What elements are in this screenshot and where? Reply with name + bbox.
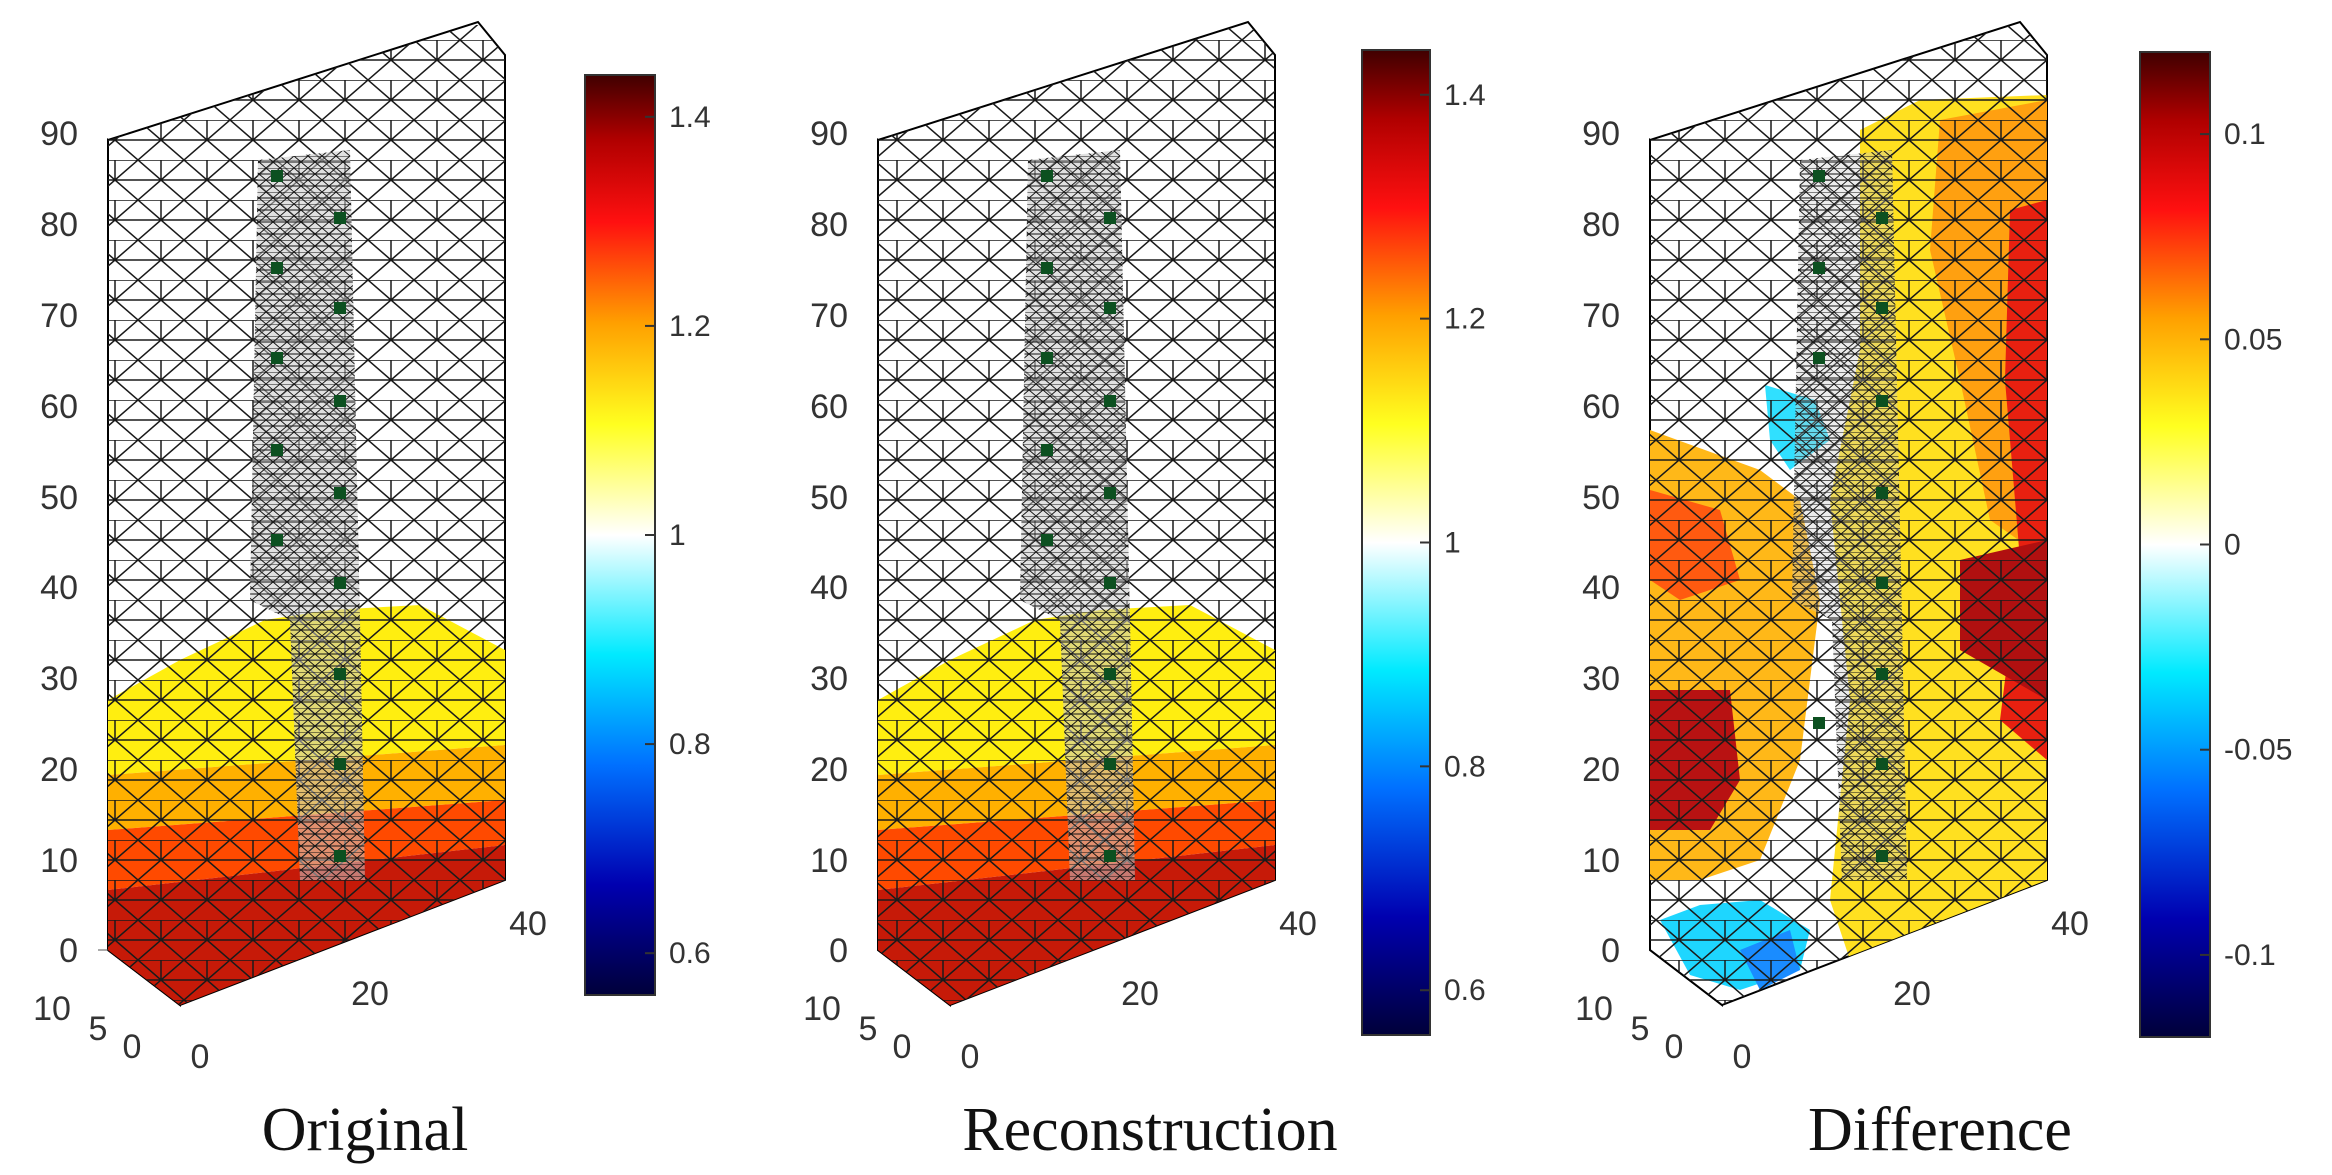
y-tick: 10 [40,842,78,880]
y-tick: 60 [40,388,78,426]
colorbar [1361,49,1431,1036]
y-tick: 80 [810,206,848,244]
x-tick: 40 [509,905,547,943]
electrodes [1041,170,1116,862]
y-tick: 90 [1582,115,1620,153]
x-tick: 40 [2051,905,2089,943]
colorbar-tick-label: 0.05 [2224,323,2282,356]
colorbar-tick-label: -0.05 [2224,734,2292,767]
colorbar-tick-label: 1.2 [1444,303,1486,336]
y-tick: 30 [1582,660,1620,698]
electrodes [271,170,346,862]
y-tick: 0 [59,932,78,970]
y-tick: 80 [40,206,78,244]
x-axis: 0 20 40 [961,905,1317,1076]
y-tick: 30 [810,660,848,698]
x-axis: 0 20 40 [191,905,547,1076]
x-tick: 0 [191,1038,210,1076]
z-tick: 0 [123,1028,142,1066]
colorbar-tick-label: -0.1 [2224,939,2276,972]
x-tick: 0 [1733,1038,1752,1076]
y-tick: 70 [40,297,78,335]
z-tick: 10 [803,990,841,1028]
colorbar [584,74,656,996]
panel-reconstruction: 0 10 20 30 40 50 60 70 80 90 0 20 40 10 … [803,20,1486,1164]
colorbar-tick-label: 0.1 [2224,118,2266,151]
y-tick: 90 [40,115,78,153]
y-tick: 10 [1582,842,1620,880]
y-tick: 90 [810,115,848,153]
colorbar-tick-label: 1 [1444,527,1461,560]
y-tick: 50 [40,479,78,517]
colorbar-tick-label: 1 [669,519,686,552]
y-tick: 0 [1601,932,1620,970]
x-tick: 40 [1279,905,1317,943]
y-tick: 20 [40,751,78,789]
y-tick: 50 [1582,479,1620,517]
z-tick: 0 [1665,1028,1684,1066]
y-tick: 40 [40,569,78,607]
z-tick: 10 [1575,990,1613,1028]
z-tick: 5 [89,1010,108,1048]
x-tick: 20 [351,975,389,1013]
z-axis: 10 5 0 [33,990,141,1066]
colorbar-tick-label: 0 [2224,529,2241,562]
panel-title: Difference [1808,1096,2072,1164]
y-tick: 40 [810,569,848,607]
z-axis: 10 5 0 [1575,990,1683,1066]
y-tick: 30 [40,660,78,698]
y-tick: 20 [1582,751,1620,789]
y-axis: 0 10 20 30 40 50 60 70 80 90 [810,115,848,970]
panel-original: 0 10 20 30 40 50 60 70 80 90 0 20 40 10 … [33,20,711,1164]
colorbar-tick-label: 0.8 [669,728,711,761]
panel-title: Original [262,1096,469,1164]
y-tick: 50 [810,479,848,517]
y-tick: 70 [1582,297,1620,335]
z-axis: 10 5 0 [803,990,911,1066]
colorbar-ticks: -0.1 -0.05 0 0.05 0.1 [2200,118,2292,972]
y-axis: 0 10 20 30 40 50 60 70 80 90 [1582,115,1620,970]
y-tick: 10 [810,842,848,880]
x-tick: 0 [961,1038,980,1076]
colorbar-tick-label: 0.6 [669,937,711,970]
y-tick: 0 [829,932,848,970]
panel-difference: 0 10 20 30 40 50 60 70 80 90 0 20 40 10 … [1575,20,2292,1164]
colorbar-ticks: 0.6 0.8 1 1.2 1.4 [1420,79,1486,1007]
colorbar-ticks: 0.6 0.8 1 1.2 1.4 [645,101,711,970]
y-tick: 80 [1582,206,1620,244]
x-axis: 0 20 40 [1733,905,2089,1076]
y-tick: 60 [1582,388,1620,426]
z-tick: 0 [893,1028,912,1066]
x-tick: 20 [1121,975,1159,1013]
colorbar-tick-label: 1.4 [1444,79,1486,112]
x-tick: 20 [1893,975,1931,1013]
y-axis: 0 10 20 30 40 50 60 70 80 90 [40,115,108,970]
y-tick: 70 [810,297,848,335]
electrodes [1813,170,1888,862]
z-tick: 5 [859,1010,878,1048]
panel-title: Reconstruction [962,1096,1337,1164]
colorbar-tick-label: 0.6 [1444,974,1486,1007]
y-tick: 40 [1582,569,1620,607]
colorbar-tick-label: 1.4 [669,101,711,134]
z-tick: 5 [1631,1010,1650,1048]
colorbar-tick-label: 1.2 [669,310,711,343]
colorbar [2139,51,2211,1038]
colorbar-tick-label: 0.8 [1444,750,1486,783]
z-tick: 10 [33,990,71,1028]
y-tick: 20 [810,751,848,789]
y-tick: 60 [810,388,848,426]
